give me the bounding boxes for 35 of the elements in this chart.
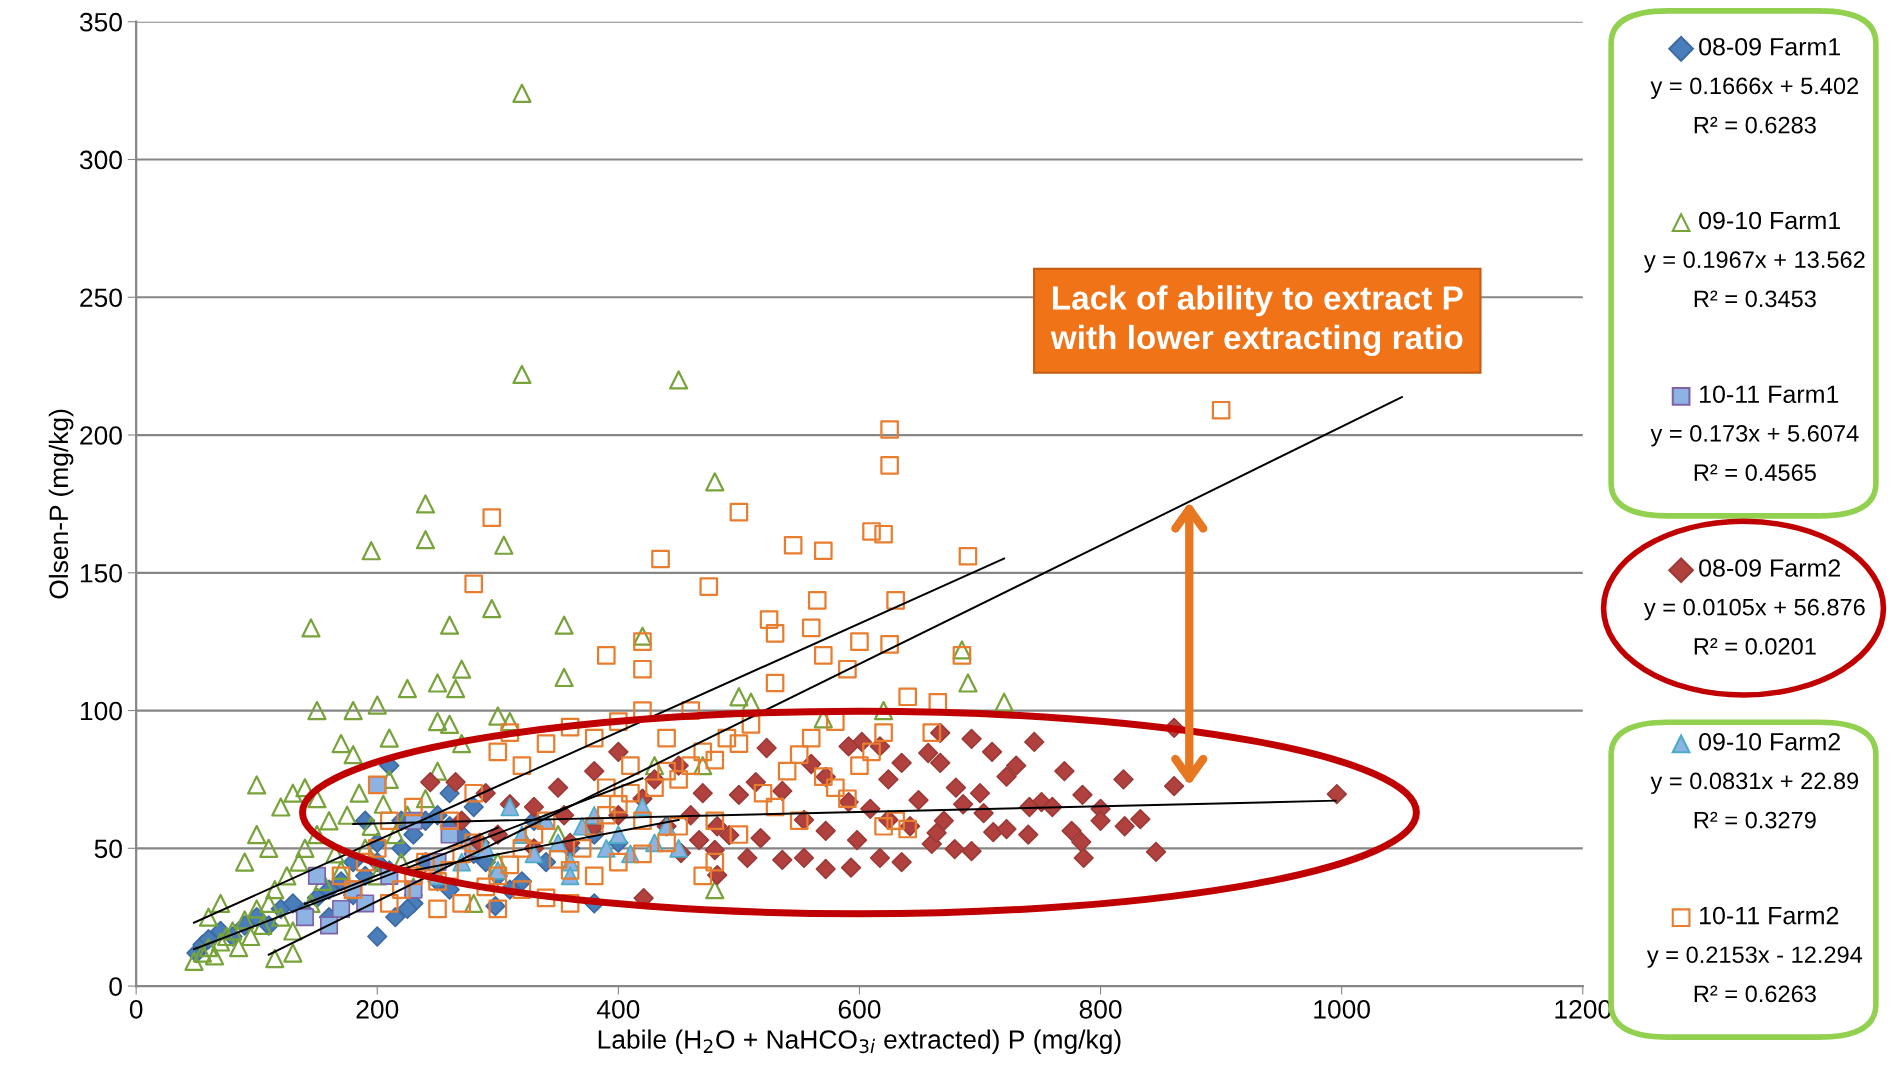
legend-label: 10-11 Farm1 — [1700, 385, 1839, 404]
x-tick-label: 200 — [356, 999, 399, 1019]
y-tick-label: 150 — [80, 563, 122, 583]
x-tick-label: 400 — [596, 999, 640, 1019]
y-tick-label: 0 — [109, 977, 122, 996]
y-tick-label: 100 — [80, 701, 122, 721]
text: R² = 0.6283 — [1694, 116, 1816, 134]
text: y = 0.1666x + 5.402 — [1650, 77, 1859, 99]
text: R² = 0.6263 — [1694, 985, 1816, 1003]
y-tick-label: 300 — [79, 150, 122, 170]
x-axis-title: Labile (H$_{2}$O + NaHCO$_{3i}$ extracted) P (mg/kg) — [598, 1029, 1121, 1055]
y-tick-label: 350 — [79, 12, 122, 32]
text: R² = 0.4565 — [1694, 464, 1816, 481]
y-tick-label: 250 — [80, 288, 122, 308]
legend-label: 10-11 Farm2 — [1700, 906, 1839, 925]
text: y = 0.173x + 5.6074 — [1650, 425, 1859, 447]
legend-label: 09-10 Farm2 — [1699, 732, 1840, 751]
annotation: Lack of ability to extract P with lower extracting ratio — [1050, 285, 1463, 357]
x-tick-label: 0 — [129, 999, 143, 1019]
legend-label: 08-09 Farm1 — [1699, 37, 1841, 56]
text: y = 0.0105x + 56.876 — [1643, 598, 1865, 621]
text: R² = 0.0201 — [1694, 637, 1816, 655]
text: R² = 0.3453 — [1694, 290, 1816, 308]
text: y = 0.2153x - 12.294 — [1646, 946, 1863, 968]
y-tick-label: 200 — [80, 426, 122, 445]
text: R² = 0.3279 — [1694, 811, 1816, 829]
x-tick-label: 600 — [838, 999, 881, 1019]
legend-label: 09-10 Farm1 — [1699, 211, 1841, 230]
y-tick-label: 50 — [94, 839, 122, 859]
x-tick-label: 800 — [1079, 999, 1122, 1019]
legend-label: 08-09 Farm2 — [1699, 559, 1840, 577]
text: y = 0.0831x + 22.89 — [1650, 772, 1859, 795]
text: y = 0.1967x + 13.562 — [1643, 251, 1865, 273]
y-axis-title: Olsen-P (mg/kg) — [48, 409, 74, 599]
x-tick-label: 1000 — [1314, 999, 1370, 1019]
